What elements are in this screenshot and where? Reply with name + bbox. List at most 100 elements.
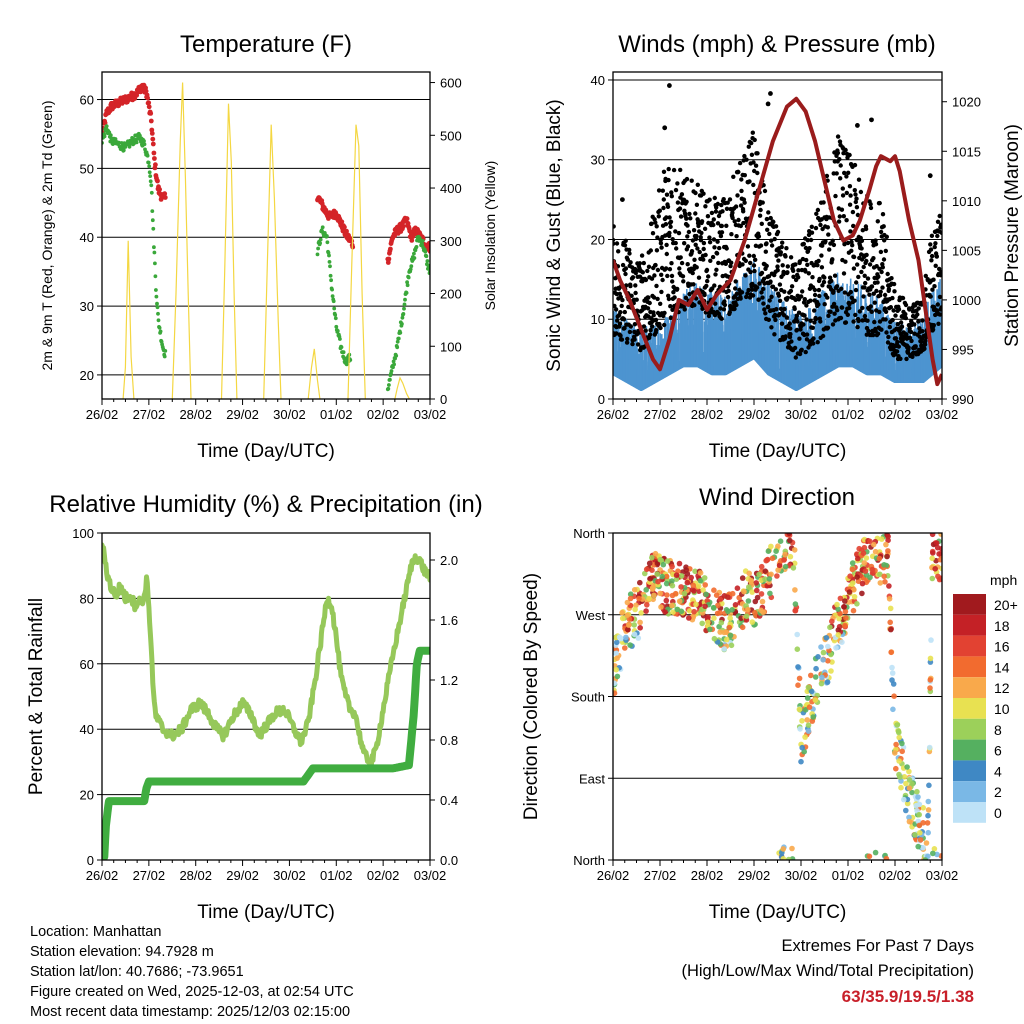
direction-point: [932, 566, 938, 572]
temp-point: [153, 162, 158, 168]
gust-point: [804, 317, 809, 322]
gust-point: [712, 312, 718, 318]
direction-point: [926, 744, 933, 751]
direction-point: [896, 758, 902, 764]
gust-point: [853, 287, 859, 293]
direction-point: [669, 602, 675, 609]
gust-point: [689, 178, 694, 183]
gust-point: [794, 313, 799, 318]
direction-point: [614, 673, 621, 680]
gust-point: [783, 334, 788, 339]
gust-point: [932, 284, 937, 289]
direction-point: [727, 632, 734, 639]
gust-point: [819, 265, 825, 270]
gust-point: [666, 296, 672, 302]
gust-point: [742, 173, 747, 178]
gust-point: [739, 290, 745, 295]
gust-point: [850, 209, 856, 215]
gust-point: [652, 217, 657, 222]
dewpoint-point: [150, 218, 155, 223]
gust-point: [664, 215, 669, 220]
dewpoint-point: [153, 261, 157, 266]
direction-point: [866, 853, 873, 860]
direction-point: [756, 571, 762, 578]
direction-point: [678, 584, 684, 590]
direction-point: [808, 688, 815, 695]
dewpoint-point: [148, 179, 153, 184]
direction-point: [812, 674, 819, 680]
gust-point: [772, 332, 777, 337]
gust-point: [694, 202, 700, 207]
gust-point: [651, 295, 657, 300]
dewpoint-point: [156, 311, 160, 316]
direction-point: [749, 589, 755, 595]
direction-point: [876, 555, 883, 562]
colorbar-label: 10: [994, 701, 1010, 717]
direction-point: [829, 618, 835, 625]
gust-point: [648, 328, 653, 333]
gust-point: [873, 238, 878, 243]
gust-point: [764, 216, 770, 222]
gust-point: [617, 321, 623, 326]
gust-point: [865, 276, 871, 281]
direction-point: [705, 619, 711, 626]
gust-point: [895, 339, 900, 345]
gust-point: [822, 302, 827, 307]
gust-point: [701, 246, 706, 252]
gust-point: [825, 325, 831, 330]
dewpoint-point: [138, 133, 142, 138]
gust-point: [760, 200, 765, 205]
direction-point: [762, 568, 769, 574]
gust-point: [931, 277, 936, 282]
humidity-line: [102, 542, 430, 768]
direction-point: [897, 774, 903, 780]
direction-point: [850, 580, 856, 586]
gust-point: [759, 270, 765, 276]
gust-point: [768, 279, 773, 284]
direction-point: [739, 575, 746, 581]
dewpoint-point: [148, 174, 153, 179]
gust-point: [843, 320, 849, 325]
direction-point: [781, 557, 787, 563]
direction-point: [834, 601, 840, 608]
dewpoint-point: [389, 369, 394, 373]
gust-point: [849, 295, 854, 300]
direction-point: [889, 670, 896, 676]
gust-point: [847, 184, 853, 189]
dewpoint-point: [155, 305, 160, 310]
gust-point: [708, 258, 713, 263]
gust-point: [667, 215, 672, 220]
direction-point: [753, 580, 759, 586]
temp-point: [143, 88, 149, 94]
gust-point: [916, 319, 921, 324]
gust-point: [692, 257, 697, 262]
gust-point: [840, 193, 846, 198]
gust-point: [632, 322, 638, 327]
direction-point: [745, 598, 752, 604]
y-tick-label: East: [579, 771, 605, 786]
direction-point: [729, 590, 736, 597]
gust-point: [754, 285, 760, 290]
dewpoint-point: [424, 254, 429, 259]
dewpoint-point: [162, 354, 167, 359]
dewpoint-point: [151, 226, 156, 231]
direction-point: [829, 659, 835, 665]
y-tick-label: West: [576, 608, 606, 623]
gust-point: [917, 326, 922, 331]
gust-point: [816, 302, 821, 307]
gust-point: [637, 261, 642, 266]
direction-point: [631, 587, 638, 593]
y-right-tick-label: 300: [440, 234, 462, 249]
direction-point: [727, 615, 733, 621]
gust-point: [686, 229, 692, 235]
gust-point: [741, 209, 746, 214]
gust-point: [673, 240, 678, 246]
gust-point: [759, 290, 764, 295]
direction-point: [624, 599, 631, 606]
gust-point: [791, 268, 796, 273]
gust-point: [882, 306, 888, 311]
gust-point: [747, 253, 752, 258]
gust-point: [903, 315, 908, 321]
gust-point: [794, 327, 800, 333]
colorbar-swatch: [953, 739, 986, 761]
